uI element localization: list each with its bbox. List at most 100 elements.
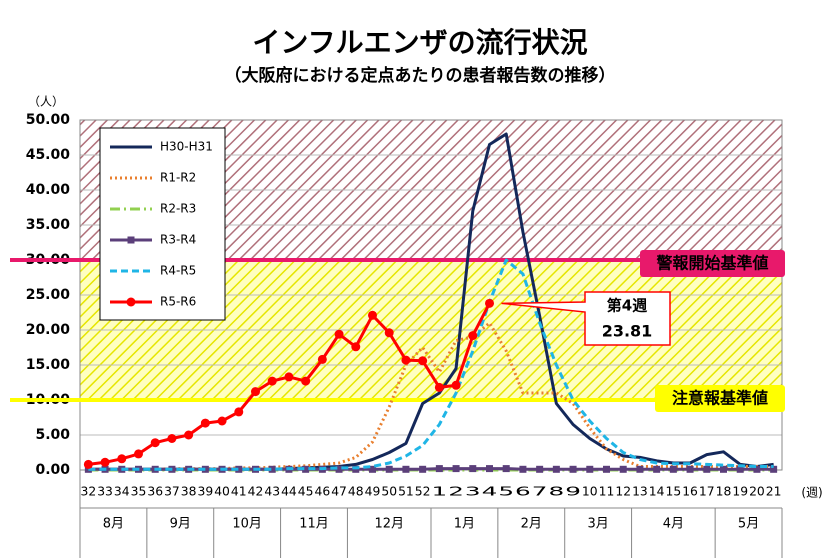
point: [720, 465, 727, 473]
point: [434, 382, 444, 392]
x-tick-label: 46: [315, 484, 331, 499]
y-tick-label: 50.00: [26, 112, 71, 128]
point: [369, 465, 376, 473]
point: [200, 418, 210, 428]
x-tick-label: 16: [682, 484, 698, 499]
point: [184, 430, 194, 440]
callout-value: 23.81: [602, 322, 653, 341]
point: [736, 465, 744, 473]
point: [619, 465, 627, 473]
x-tick-label: 7: [532, 484, 548, 499]
x-tick-label: 1: [432, 484, 448, 499]
x-tick-label: 36: [147, 484, 163, 499]
legend-label: R5-R6: [160, 295, 196, 309]
month-label: 4月: [663, 517, 684, 532]
chart-title: インフルエンザの流行状況: [252, 26, 587, 59]
point: [452, 465, 460, 473]
x-tick-label: 15: [666, 484, 682, 499]
point: [134, 449, 143, 459]
point: [302, 465, 310, 473]
y-tick-label: 45.00: [26, 147, 71, 163]
x-tick-label: 2: [448, 484, 464, 499]
month-label: 12月: [374, 517, 404, 532]
point: [636, 465, 644, 473]
x-tick-label: 19: [732, 484, 748, 499]
legend-label: R3-R4: [160, 233, 196, 247]
point: [653, 465, 661, 473]
point: [669, 465, 677, 473]
point: [552, 465, 560, 473]
point: [150, 438, 160, 448]
y-tick-label: 25.00: [26, 287, 71, 303]
month-label: 10月: [232, 517, 262, 532]
point: [234, 407, 244, 417]
point: [251, 387, 260, 397]
month-label: 5月: [738, 517, 759, 532]
point: [469, 465, 477, 473]
point: [519, 465, 527, 473]
series-line: [88, 258, 774, 471]
y-tick-label: 15.00: [26, 357, 71, 373]
point: [235, 465, 243, 473]
point: [351, 342, 361, 352]
x-tick-label: 33: [97, 484, 113, 499]
legend-label: R2-R3: [160, 202, 196, 216]
point: [419, 465, 427, 473]
point: [167, 434, 177, 443]
x-tick-label: 51: [398, 484, 414, 499]
x-tick-label: 20: [749, 484, 765, 499]
point: [703, 465, 711, 473]
point: [335, 465, 343, 473]
x-tick-label: 18: [716, 484, 732, 499]
point: [385, 465, 393, 473]
point: [502, 465, 510, 473]
month-label: 8月: [103, 517, 124, 532]
legend-box: [99, 127, 226, 321]
point: [334, 329, 344, 339]
x-tick-label: 35: [131, 484, 147, 499]
point: [301, 376, 311, 386]
x-tick-label: 45: [298, 484, 314, 499]
threshold-label: 警報開始基準値: [655, 254, 768, 273]
point: [317, 354, 327, 364]
legend-label: H30-H31: [160, 140, 213, 154]
x-tick-label: 4: [482, 484, 498, 499]
point: [418, 356, 428, 366]
legend-label: R4-R5: [160, 264, 196, 278]
point: [486, 465, 493, 473]
point: [268, 465, 276, 473]
y-tick-label: 5.00: [35, 427, 70, 443]
point: [536, 465, 544, 473]
chart-subtitle: （大阪府における定点あたりの患者報告数の推移）: [225, 65, 616, 86]
point: [267, 376, 277, 386]
x-tick-label: 44: [281, 484, 297, 499]
y-tick-label: 35.00: [26, 217, 71, 233]
x-tick-label: 5: [498, 484, 514, 499]
x-tick-label: 13: [632, 484, 648, 499]
x-tick-label: 34: [114, 484, 130, 499]
x-tick-label: 49: [365, 484, 381, 499]
x-tick-label: 3: [465, 484, 481, 499]
x-tick-label: 52: [415, 484, 431, 499]
x-tick-label: 37: [164, 484, 180, 499]
x-tick-label: 48: [348, 484, 364, 499]
x-tick-label: 9: [565, 484, 581, 499]
month-label: 1月: [454, 517, 475, 532]
y-tick-label: 40.00: [26, 182, 71, 198]
y-tick-label: 20.00: [26, 322, 71, 338]
point: [127, 236, 135, 244]
point: [401, 355, 411, 365]
x-tick-label: 6: [515, 484, 531, 499]
point: [753, 465, 761, 473]
point: [217, 416, 227, 426]
x-tick-label: 43: [264, 484, 280, 499]
point: [117, 454, 127, 464]
x-tick-label: 38: [181, 484, 197, 499]
x-tick-label: 11: [599, 484, 615, 499]
x-tick-label: 8: [549, 484, 565, 499]
x-tick-label: 41: [231, 484, 247, 499]
x-tick-label: 39: [198, 484, 214, 499]
point: [435, 465, 443, 473]
point: [603, 465, 610, 473]
